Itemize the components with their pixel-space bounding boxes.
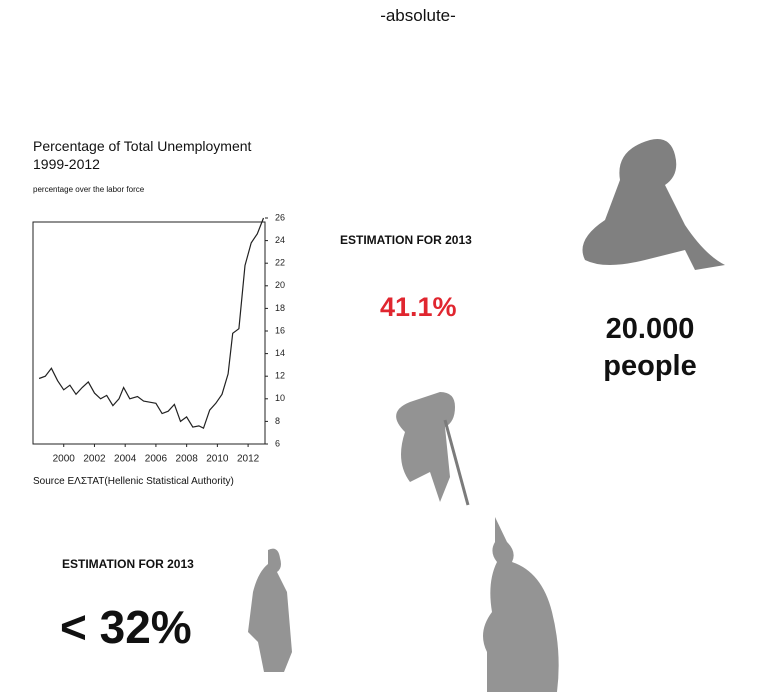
estimate-value: < 32% <box>60 601 192 653</box>
chart-title: Percentage of Total Unemployment 1999-20… <box>33 138 252 172</box>
figure-illustration <box>582 139 725 270</box>
y-tick-label: 24 <box>275 235 285 245</box>
y-tick-label: 18 <box>275 303 285 313</box>
estimate-heading: ESTIMATION FOR 2013 <box>62 557 194 571</box>
x-tick-label: 2004 <box>114 454 137 465</box>
y-tick-label: 16 <box>275 325 285 335</box>
x-tick-label: 2000 <box>53 454 76 465</box>
y-tick-label: 6 <box>275 438 280 448</box>
x-tick-label: 2002 <box>83 454 106 465</box>
y-tick-label: 26 <box>275 212 285 222</box>
chart-subtitle: percentage over the labor force <box>33 185 145 194</box>
people-label: people <box>603 350 697 382</box>
y-tick-label: 10 <box>275 393 285 403</box>
figure-illustration <box>396 392 470 506</box>
chart-source: Source ΕΛΣΤΑΤ(Hellenic Statistical Autho… <box>33 476 234 487</box>
plot-frame <box>32 221 266 445</box>
estimate-value: 41.1% <box>380 292 457 322</box>
x-tick-label: 2010 <box>206 454 229 465</box>
people-count: 20.000 <box>605 313 695 345</box>
figure-illustration <box>248 548 292 672</box>
figure-illustration <box>483 517 559 692</box>
y-tick-label: 14 <box>275 348 285 358</box>
estimate-heading: ESTIMATION FOR 2013 <box>340 233 472 247</box>
y-tick-label: 20 <box>275 280 285 290</box>
x-tick-label: 2012 <box>237 454 260 465</box>
data-line <box>38 217 265 430</box>
y-tick-label: 22 <box>275 258 285 268</box>
page-title: -absolute- <box>380 6 456 25</box>
y-tick-label: 12 <box>275 371 285 381</box>
x-tick-label: 2006 <box>145 454 168 465</box>
y-tick-label: 8 <box>275 416 280 426</box>
x-tick-label: 2008 <box>176 454 199 465</box>
